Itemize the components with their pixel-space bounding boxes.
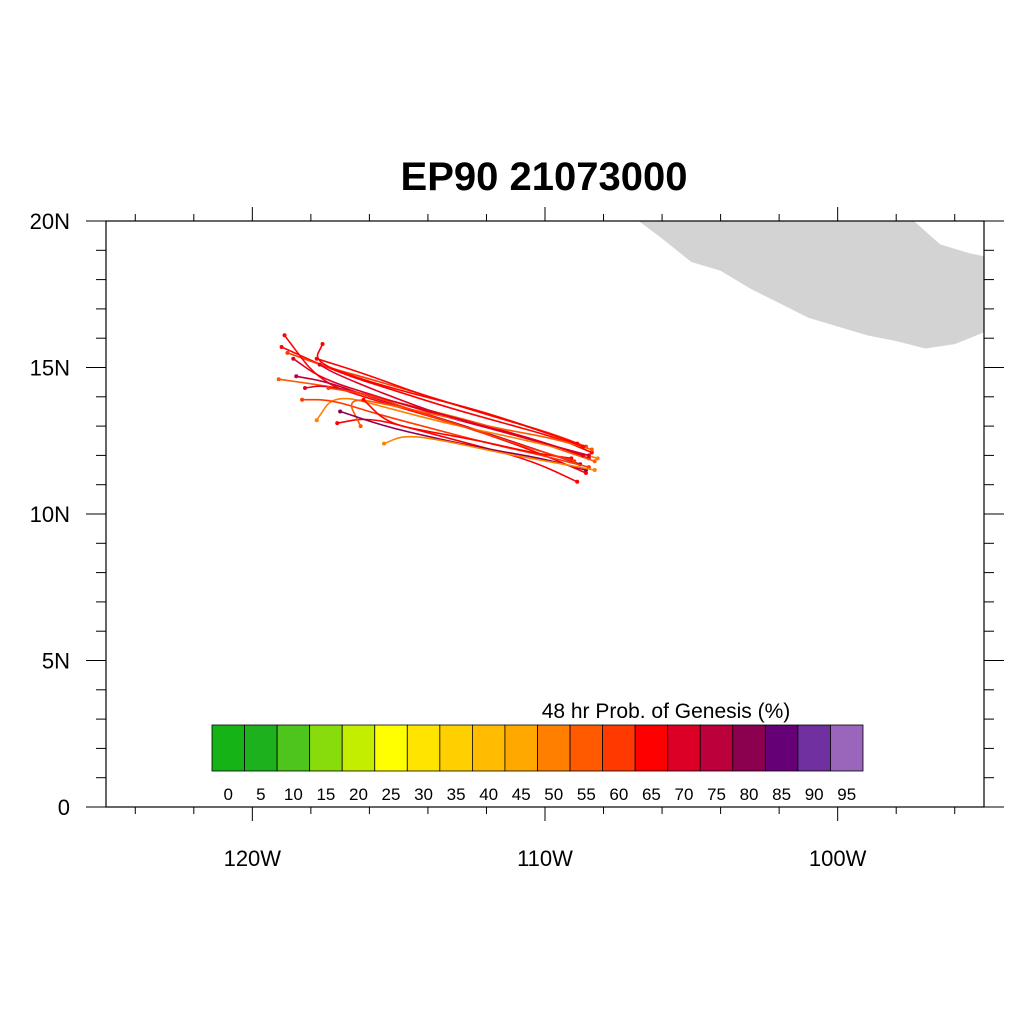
track-start-dot	[586, 453, 591, 458]
storm-track-line	[316, 357, 584, 448]
lon-tick-label: 100W	[809, 846, 867, 871]
colorbar-boxes	[211, 724, 864, 772]
colorbar-box	[634, 724, 669, 772]
colorbar-label: 10	[284, 785, 303, 804]
track-start-dot	[595, 456, 600, 461]
track-end-dot	[314, 418, 319, 423]
lat-tick-label: 15N	[30, 356, 70, 381]
colorbar-labels: 0 5 10 15 20 25 30 35 40 45 50 55 60 65 70 75 80 85 90 95	[224, 785, 857, 804]
colorbar-label: 80	[740, 785, 759, 804]
storm-track-line	[302, 398, 590, 468]
colorbar-label: 90	[805, 785, 824, 804]
colorbar-label: 30	[414, 785, 433, 804]
storm-track-line	[337, 418, 578, 483]
track-end-dot	[279, 344, 284, 349]
lon-tick-label: 120W	[224, 846, 282, 871]
track-end-dot	[320, 342, 325, 347]
track-end-dot	[358, 424, 363, 429]
colorbar-box	[569, 724, 603, 772]
colorbar-box	[244, 724, 278, 772]
lat-tick-label: 10N	[30, 502, 70, 527]
colorbar-box	[504, 724, 538, 772]
colorbar-box	[439, 724, 473, 772]
colorbar-label: 85	[772, 785, 791, 804]
track-start-dot	[583, 470, 588, 475]
colorbar-label: 70	[675, 785, 694, 804]
colorbar-box	[667, 724, 701, 772]
track-start-dot	[572, 459, 577, 464]
colorbar-label: 40	[479, 785, 498, 804]
track-end-dot	[303, 386, 308, 391]
track-start-dot	[581, 444, 586, 449]
track-end-dot	[285, 350, 290, 355]
lon-tick-label: 110W	[517, 846, 573, 871]
colorbar-label: 20	[349, 785, 368, 804]
lat-tick-label: 0	[58, 795, 70, 820]
track-start-dot	[575, 479, 580, 484]
track-end-dot	[361, 397, 366, 402]
track-end-dot	[314, 356, 319, 361]
colorbar-box	[732, 724, 766, 772]
colorbar-box	[797, 724, 831, 772]
colorbar-label: 35	[447, 785, 466, 804]
colorbar-box	[309, 724, 343, 772]
map-plot-area: 48 hr Prob. of Genesis (%) 0 5 10 15 20 25 30 3…	[30, 207, 1004, 871]
track-end-dot	[338, 409, 343, 414]
storm-track-line	[383, 435, 595, 471]
land-mass	[638, 221, 984, 349]
lat-tick-label: 5N	[42, 649, 70, 674]
track-start-dot	[589, 450, 594, 455]
lat-tick-label: 20N	[30, 209, 70, 234]
colorbar-title: 48 hr Prob. of Genesis (%)	[542, 700, 791, 723]
colorbar-label: 60	[609, 785, 628, 804]
storm-tracks	[276, 333, 600, 484]
colorbar-label: 15	[316, 785, 335, 804]
colorbar-label: 95	[837, 785, 856, 804]
colorbar-box	[406, 724, 441, 772]
track-end-dot	[326, 386, 331, 391]
colorbar-label: 50	[544, 785, 563, 804]
storm-track-line	[328, 387, 575, 463]
colorbar-box	[537, 724, 571, 772]
track-end-dot	[382, 441, 387, 446]
colorbar-box	[211, 724, 245, 772]
colorbar-box	[699, 724, 734, 772]
longitude-labels: 120W 110W 100W	[224, 846, 867, 871]
colorbar-box	[276, 724, 311, 772]
colorbar-box	[471, 724, 506, 772]
track-end-dot	[335, 421, 340, 426]
colorbar-label: 65	[642, 785, 661, 804]
storm-track-line	[319, 363, 590, 457]
track-end-dot	[291, 356, 296, 361]
colorbar-box	[764, 724, 799, 772]
map-title: EP90 21073000	[401, 155, 688, 199]
genesis-probability-colorbar: 48 hr Prob. of Genesis (%) 0 5 10 15 20 25 30 3…	[211, 700, 864, 804]
track-end-dot	[300, 397, 305, 402]
track-start-dot	[592, 459, 597, 464]
colorbar-label: 75	[707, 785, 726, 804]
track-end-dot	[276, 377, 281, 382]
colorbar-box	[830, 724, 864, 772]
colorbar-box	[374, 724, 408, 772]
colorbar-label: 45	[512, 785, 531, 804]
track-start-dot	[589, 447, 594, 452]
track-start-dot	[592, 468, 597, 473]
colorbar-box	[341, 724, 376, 772]
colorbar-box	[602, 724, 636, 772]
colorbar-label: 0	[224, 785, 233, 804]
latitude-labels: 20N 15N 10N 5N 0	[30, 209, 70, 820]
track-end-dot	[317, 362, 322, 367]
track-end-dot	[294, 374, 299, 379]
track-end-dot	[282, 333, 287, 338]
colorbar-label: 25	[382, 785, 401, 804]
colorbar-label: 5	[256, 785, 265, 804]
axis-ticks	[86, 207, 1004, 821]
colorbar-label: 55	[577, 785, 596, 804]
